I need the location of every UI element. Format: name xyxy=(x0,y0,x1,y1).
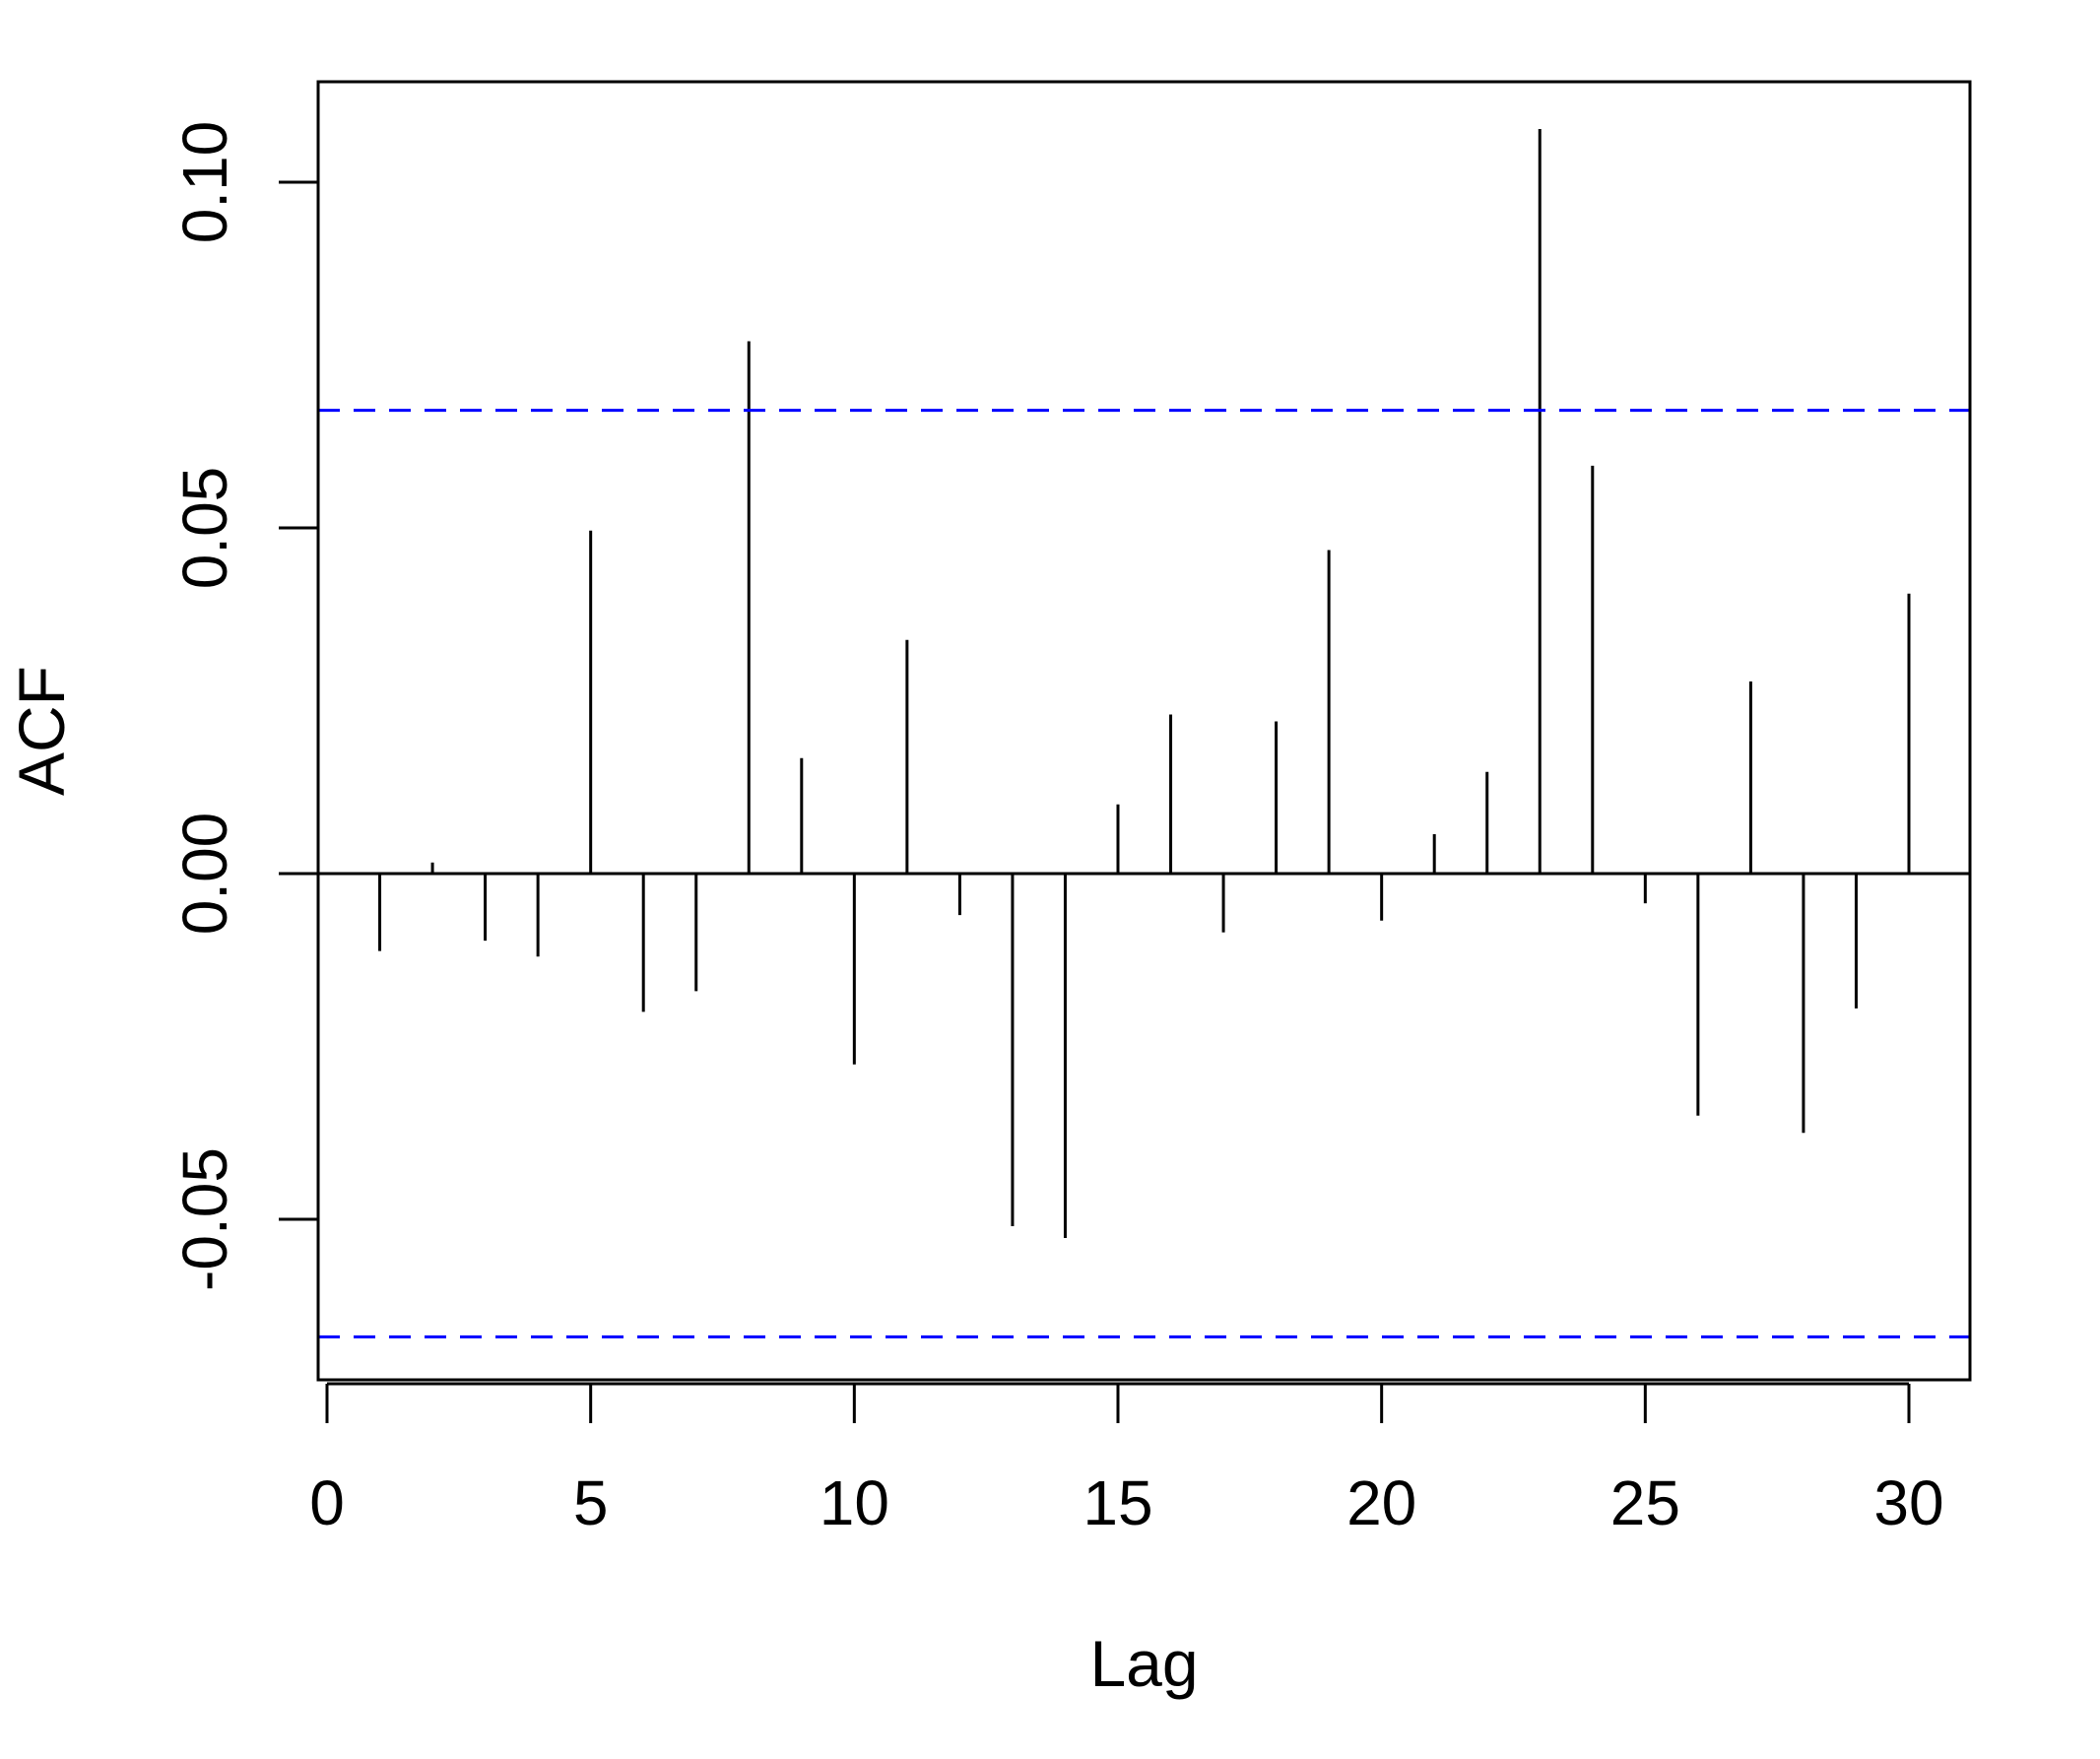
x-axis-label: Lag xyxy=(1089,1627,1198,1700)
x-tick-label: 5 xyxy=(573,1467,609,1538)
y-axis-label: ACF xyxy=(5,666,78,796)
y-tick-label: 0.00 xyxy=(169,813,240,936)
x-tick-label: 10 xyxy=(820,1467,889,1538)
y-tick-label: -0.05 xyxy=(169,1147,240,1291)
x-tick-label: 30 xyxy=(1873,1467,1943,1538)
x-tick-label: 0 xyxy=(309,1467,345,1538)
x-axis: 0 5 10 15 20 25 30 xyxy=(309,1382,1944,1538)
y-tick-label: 0.10 xyxy=(169,121,240,244)
x-tick-label: 25 xyxy=(1610,1467,1680,1538)
x-tick-label: 15 xyxy=(1083,1467,1152,1538)
y-axis: -0.05 0.00 0.05 0.10 xyxy=(169,121,320,1291)
x-tick-label: 20 xyxy=(1346,1467,1416,1538)
y-tick-label: 0.05 xyxy=(169,467,240,590)
confidence-band-layer xyxy=(318,409,1970,1338)
bars-layer xyxy=(378,128,1911,1238)
